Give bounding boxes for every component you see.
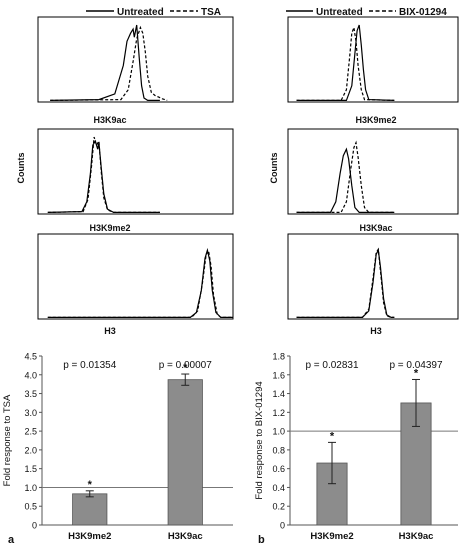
p-value-b-1: p = 0.04397 — [389, 360, 443, 371]
y-tick-label-a-6: 3.0 — [24, 408, 37, 418]
histogram-a-3-label: H3 — [104, 326, 116, 336]
histogram-a-3-frame — [37, 233, 234, 320]
panel-a-histograms: Untreated TSA Counts H3K9ac H3K9me2 H3 — [16, 7, 234, 336]
significance-star-a-1: * — [183, 362, 188, 374]
legend-b-dashed-label: BIX-01294 — [399, 7, 447, 18]
category-label-a-1: H3K9ac — [168, 531, 203, 542]
y-tick-label-a-1: 0.5 — [24, 502, 37, 512]
legend-b-solid-label: Untreated — [316, 7, 363, 18]
legend-a-solid-label: Untreated — [117, 7, 164, 18]
histogram-b-3-solid-curve — [296, 248, 395, 318]
histogram-a-3-solid-curve — [47, 247, 233, 318]
y-tick-label-a-8: 4.0 — [24, 370, 37, 380]
y-tick-label-a-7: 3.5 — [24, 389, 37, 399]
histogram-b-3-label: H3 — [370, 326, 382, 336]
bar-a-1 — [167, 379, 203, 526]
bar-chart-b: 0 0.2 0.4 0.6 0.8 1.0 1.2 1.4 1.6 1.8 Fold respons… — [254, 352, 458, 542]
histogram-a-2-solid-curve — [47, 139, 160, 213]
significance-star-b-1: * — [414, 367, 419, 379]
histogram-b-3-dashed-curve — [296, 247, 395, 318]
y-tick-label-b-4: 0.8 — [272, 445, 285, 455]
histogram-a-1-dashed-curve — [50, 25, 168, 101]
histogram-a-2-dashed-curve — [47, 136, 160, 213]
y-tick-label-a-2: 1.0 — [24, 483, 37, 493]
p-value-a-1: p = 0.00007 — [159, 360, 213, 371]
counts-label-a: Counts — [16, 153, 26, 184]
y-tick-label-a-4: 2.0 — [24, 445, 37, 455]
histogram-b-2-dashed-curve — [296, 140, 395, 213]
bar-b-0 — [316, 462, 348, 526]
panel-b-letter: b — [258, 534, 265, 546]
y-tick-label-b-7: 1.4 — [272, 389, 285, 399]
legend-a-dashed-label: TSA — [201, 7, 221, 18]
histogram-a-2-label: H3K9me2 — [89, 223, 130, 233]
histogram-a-1-solid-curve — [50, 24, 160, 101]
histogram-b-2-solid-curve — [296, 147, 395, 213]
y-tick-label-b-3: 0.6 — [272, 464, 285, 474]
p-value-b-0: p = 0.02831 — [305, 360, 359, 371]
y-tick-label-a-0: 0 — [32, 521, 37, 531]
bar-chart-a: 0 0.5 1.0 1.5 2.0 2.5 3.0 3.5 4.0 4.5 Fold respons… — [2, 352, 233, 542]
category-label-b-1: H3K9ac — [399, 531, 434, 542]
y-tick-label-b-8: 1.6 — [272, 370, 285, 380]
counts-label-b: Counts — [269, 153, 279, 184]
histogram-b-3-frame — [287, 233, 459, 320]
y-tick-label-a-9: 4.5 — [24, 352, 37, 362]
histogram-b-1-label: H3K9me2 — [355, 115, 396, 125]
y-tick-label-b-0: 0 — [280, 521, 285, 531]
y-tick-label-b-9: 1.8 — [272, 352, 285, 362]
y-tick-label-b-6: 1.2 — [272, 408, 285, 418]
histogram-a-2-frame — [37, 128, 234, 215]
p-value-a-0: p = 0.01354 — [63, 360, 117, 371]
bar-a-0 — [72, 493, 108, 526]
histogram-b-1-solid-curve — [296, 24, 395, 101]
y-axis-label-b: Fold response to BIX-01294 — [254, 381, 265, 499]
histogram-b-1-dashed-curve — [296, 27, 395, 101]
significance-star-b-0: * — [330, 430, 335, 442]
y-tick-label-a-3: 1.5 — [24, 464, 37, 474]
category-label-b-0: H3K9me2 — [310, 531, 353, 542]
y-tick-label-b-2: 0.4 — [272, 483, 285, 493]
histogram-a-1-frame — [37, 16, 234, 103]
y-tick-label-b-1: 0.2 — [272, 502, 285, 512]
histogram-b-2-label: H3K9ac — [359, 223, 392, 233]
histogram-a-1-label: H3K9ac — [93, 115, 126, 125]
histogram-b-2-frame — [287, 128, 459, 215]
category-label-a-0: H3K9me2 — [68, 531, 111, 542]
histogram-b-1-frame — [287, 16, 459, 103]
y-axis-label-a: Fold response to TSA — [2, 394, 13, 486]
panel-b-histograms: Untreated BIX-01294 Counts H3K9me2 H3K9a… — [269, 7, 459, 336]
panel-a-letter: a — [8, 534, 15, 546]
y-tick-label-b-5: 1.0 — [272, 427, 285, 437]
y-tick-label-a-5: 2.5 — [24, 427, 37, 437]
significance-star-a-0: * — [88, 479, 93, 491]
